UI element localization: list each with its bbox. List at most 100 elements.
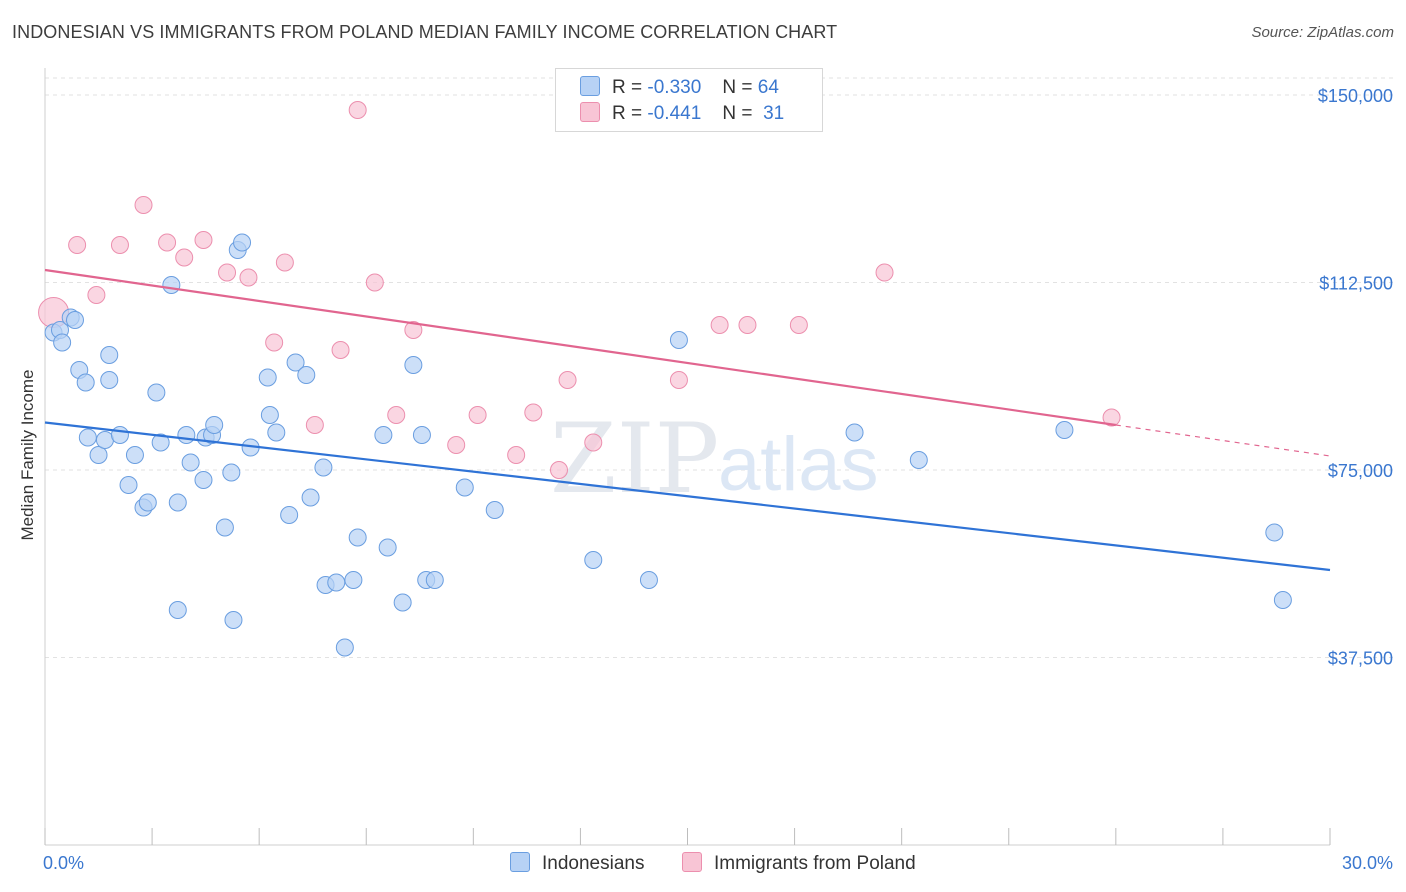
bottom-legend-label: Indonesians [542,853,645,874]
indonesians-point [669,331,688,349]
indonesians-point [314,458,333,477]
poland-point [218,263,237,282]
poland-point [468,406,487,424]
y-axis-label: Median Family Income [18,369,37,541]
legend-n-value: 64 [757,77,779,98]
poland-point [584,433,603,452]
indonesians-point [119,476,138,494]
indonesians-point [194,471,213,489]
indonesians-point [1265,523,1284,542]
poland-point [404,321,423,339]
indonesians-point [327,573,346,592]
legend-row-poland: R = -0.441 N = 31 [580,102,784,126]
indonesians-point [348,528,367,547]
poland-point [175,248,194,267]
indonesians-point [76,373,95,392]
series-indonesians [44,233,1292,657]
poland-point [524,403,543,422]
indonesians-point [222,463,241,482]
poland-point [305,416,324,434]
indonesians-point [374,426,393,444]
y-tick-label: $37,500 [1328,649,1393,669]
indonesians-point [125,446,144,464]
indonesians-point [378,538,397,557]
poland-trend-extension [1115,424,1331,457]
poland-point [558,371,577,389]
poland-point [447,436,466,454]
indonesians-point [455,478,474,497]
poland-point [239,268,258,287]
indonesians-point [639,571,658,589]
indonesians-point [147,383,166,402]
legend-row-indonesians: R = -0.330 N = 64 [580,76,779,100]
indonesians-point [485,501,504,519]
poland-point [365,273,384,292]
axes [44,68,1331,846]
poland-point [110,236,129,254]
indonesians-swatch [580,76,600,96]
poland-point [158,233,177,252]
indonesians-point [151,433,170,452]
indonesians-point [168,601,187,619]
legend-n-value: 31 [763,103,785,124]
indonesians-point [100,346,119,364]
chart-title: INDONESIAN VS IMMIGRANTS FROM POLAND MED… [12,22,838,42]
poland-point [669,371,688,389]
indonesians-point [845,423,864,442]
bottom-legend-poland: Immigrants from Poland [682,852,916,875]
legend-r-value: -0.441 [647,103,702,124]
poland-point [507,446,526,464]
indonesians-point [267,423,286,442]
y-tick-label: $112,500 [1319,274,1393,294]
tick-labels: $37,500 $75,000 $112,500 $150,000 0.0% 30.0% [43,86,1393,873]
indonesians-point [1055,421,1074,439]
indonesians-point [205,416,224,434]
poland-point [331,341,350,359]
x-tick-label: 30.0% [1342,853,1393,873]
indonesians-point [168,493,187,512]
indonesians-point [404,356,423,374]
indonesians-point [78,428,97,447]
legend-r-value: -0.330 [647,77,702,98]
poland-swatch [682,852,702,872]
poland-point [875,263,894,282]
indonesians-swatch [510,852,530,872]
indonesians-point [280,506,299,524]
trend-lines [44,268,1331,572]
poland-point [789,316,808,334]
indonesians-point [95,431,114,449]
indonesians-point [297,366,316,384]
indonesians-point [233,233,252,252]
poland-swatch [580,102,600,122]
indonesians-point [181,453,200,472]
poland-point [738,316,757,334]
indonesians-point [110,426,129,444]
indonesians-point [393,593,412,612]
legend-n-label: N = [722,103,753,124]
bottom-legend-indonesians: Indonesians [510,852,644,875]
indonesians-trend-line [44,421,1331,572]
indonesians-point [177,426,196,444]
source-label: Source: ZipAtlas.com [1251,24,1394,41]
indonesians-point [412,426,431,444]
indonesians-point [258,368,277,387]
indonesians-point [162,276,181,294]
indonesians-point [53,333,72,352]
indonesians-point [344,571,363,589]
indonesians-point [1273,591,1292,609]
poland-point [387,406,406,424]
watermark-zip: ZIP [550,403,719,515]
legend-n-label: N = [722,77,753,98]
poland-point [710,316,729,334]
indonesians-point [215,518,234,537]
poland-point [194,231,213,249]
indonesians-point [65,311,84,329]
poland-point [550,461,568,479]
poland-point [68,236,87,254]
poland-point [1102,408,1121,427]
y-tick-label: $75,000 [1328,461,1393,481]
legend-r-label: R = [612,77,643,98]
y-tick-label: $150,000 [1318,86,1393,106]
indonesians-point [335,638,354,657]
